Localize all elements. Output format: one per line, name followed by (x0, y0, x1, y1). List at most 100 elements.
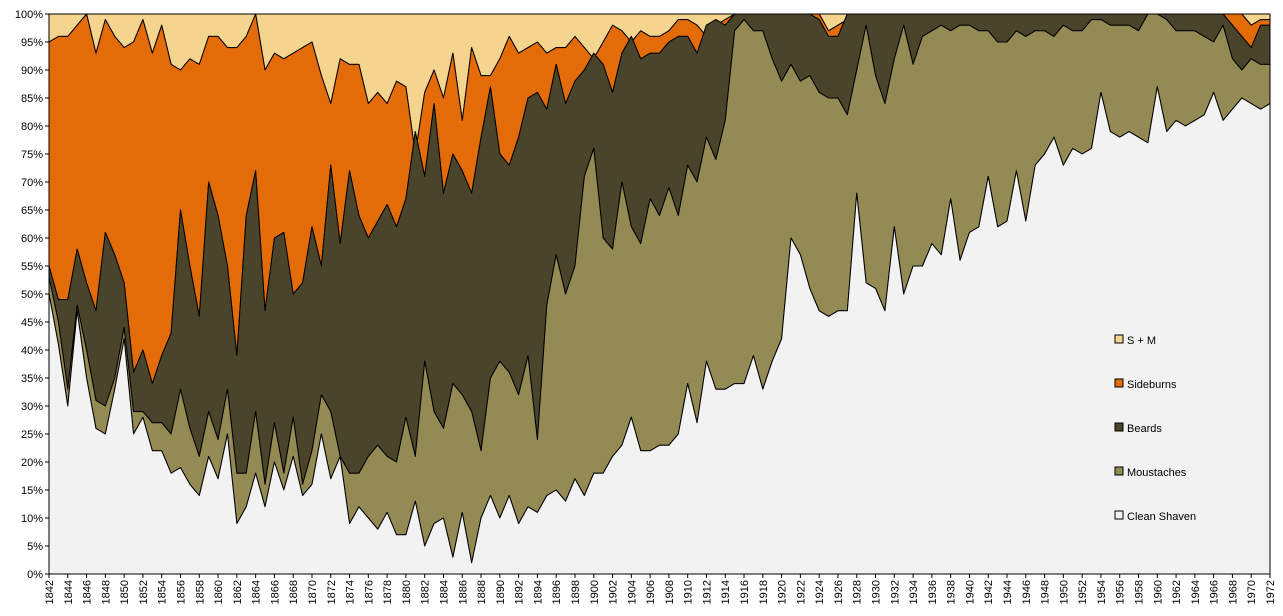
x-tick-label: 1862 (232, 580, 244, 604)
x-tick-label: 1924 (814, 580, 826, 604)
x-tick-label: 1942 (983, 580, 995, 604)
y-tick-label: 70% (21, 177, 43, 189)
x-tick-label: 1874 (345, 580, 357, 604)
legend-swatch-beards (1114, 422, 1124, 432)
legend-label-beards: Beards (1127, 423, 1162, 435)
x-tick-label: 1958 (1134, 580, 1146, 604)
x-tick-label: 1894 (532, 580, 544, 604)
x-tick-label: 1936 (927, 580, 939, 604)
legend-swatch-moustaches (1114, 466, 1124, 476)
y-tick-label: 25% (21, 429, 43, 441)
legend-label-sideburns: Sideburns (1127, 379, 1177, 391)
x-tick-label: 1972 (1265, 580, 1277, 604)
y-tick-label: 60% (21, 233, 43, 245)
y-tick-label: 95% (21, 37, 43, 49)
x-tick-label: 1952 (1077, 580, 1089, 604)
x-tick-label: 1932 (889, 580, 901, 604)
y-axis-ticks: 0% 5% 10% 15% 20% 25% 30% 35% 40% 45% 50% 55% 60% 65%… (15, 9, 49, 581)
x-tick-label: 1950 (1058, 580, 1070, 604)
x-axis-ticks: 1842 1844 1846 1848 1850 1852 1854 1856 1858 1860… (44, 574, 1277, 604)
x-tick-label: 1926 (833, 580, 845, 604)
y-tick-label: 0% (27, 569, 43, 581)
x-tick-label: 1880 (401, 580, 413, 604)
x-tick-label: 1884 (438, 580, 450, 604)
x-tick-label: 1854 (157, 580, 169, 604)
x-tick-label: 1878 (382, 580, 394, 604)
x-tick-label: 1900 (589, 580, 601, 604)
x-tick-label: 1858 (194, 580, 206, 604)
x-tick-label: 1908 (664, 580, 676, 604)
y-tick-label: 65% (21, 205, 43, 217)
legend-label-moustaches: Moustaches (1127, 467, 1187, 479)
x-tick-label: 1844 (63, 580, 75, 604)
x-tick-label: 1870 (307, 580, 319, 604)
x-tick-label: 1948 (1040, 580, 1052, 604)
x-tick-label: 1914 (720, 580, 732, 604)
y-tick-label: 20% (21, 457, 43, 469)
x-tick-label: 1912 (701, 580, 713, 604)
legend-swatch-s-plus-m (1114, 334, 1124, 344)
x-tick-label: 1920 (777, 580, 789, 604)
y-tick-label: 100% (15, 9, 43, 21)
x-tick-label: 1890 (495, 580, 507, 604)
x-tick-label: 1864 (251, 580, 263, 604)
x-tick-label: 1930 (871, 580, 883, 604)
x-tick-label: 1888 (476, 580, 488, 604)
x-tick-label: 1892 (514, 580, 526, 604)
x-tick-label: 1910 (683, 580, 695, 604)
x-tick-label: 1956 (1115, 580, 1127, 604)
x-tick-label: 1860 (213, 580, 225, 604)
x-tick-label: 1946 (1021, 580, 1033, 604)
legend: S + M Sideburns Beards Moustaches Clean Shav… (1114, 334, 1196, 523)
x-tick-label: 1846 (82, 580, 94, 604)
x-tick-label: 1868 (288, 580, 300, 604)
x-tick-label: 1842 (44, 580, 56, 604)
y-tick-label: 90% (21, 65, 43, 77)
x-tick-label: 1906 (645, 580, 657, 604)
x-tick-label: 1866 (269, 580, 281, 604)
x-tick-label: 1856 (175, 580, 187, 604)
x-tick-label: 1938 (946, 580, 958, 604)
x-tick-label: 1896 (551, 580, 563, 604)
y-tick-label: 10% (21, 513, 43, 525)
x-tick-label: 1852 (138, 580, 150, 604)
y-tick-label: 80% (21, 121, 43, 133)
y-tick-label: 50% (21, 289, 43, 301)
x-tick-label: 1872 (326, 580, 338, 604)
x-tick-label: 1940 (964, 580, 976, 604)
x-tick-label: 1902 (608, 580, 620, 604)
y-tick-label: 30% (21, 401, 43, 413)
x-tick-label: 1944 (1002, 580, 1014, 604)
y-tick-label: 15% (21, 485, 43, 497)
legend-swatch-clean-shaven (1114, 510, 1124, 520)
y-tick-label: 5% (27, 541, 43, 553)
x-tick-label: 1928 (852, 580, 864, 604)
x-tick-label: 1962 (1171, 580, 1183, 604)
x-tick-label: 1876 (363, 580, 375, 604)
x-tick-label: 1904 (626, 580, 638, 604)
y-tick-label: 40% (21, 345, 43, 357)
x-tick-label: 1966 (1209, 580, 1221, 604)
x-tick-label: 1850 (119, 580, 131, 604)
legend-label-s-plus-m: S + M (1127, 335, 1156, 347)
x-tick-label: 1918 (758, 580, 770, 604)
x-tick-label: 1916 (739, 580, 751, 604)
x-tick-label: 1882 (420, 580, 432, 604)
legend-label-clean-shaven: Clean Shaven (1127, 511, 1196, 523)
y-tick-label: 75% (21, 149, 43, 161)
y-tick-label: 85% (21, 93, 43, 105)
y-tick-label: 45% (21, 317, 43, 329)
x-tick-label: 1886 (457, 580, 469, 604)
y-tick-label: 35% (21, 373, 43, 385)
x-tick-label: 1964 (1190, 580, 1202, 604)
y-tick-label: 55% (21, 261, 43, 273)
x-tick-label: 1970 (1246, 580, 1258, 604)
x-tick-label: 1898 (570, 580, 582, 604)
x-tick-label: 1960 (1152, 580, 1164, 604)
legend-swatch-sideburns (1114, 378, 1124, 388)
x-tick-label: 1968 (1227, 580, 1239, 604)
x-tick-label: 1934 (908, 580, 920, 604)
x-tick-label: 1848 (100, 580, 112, 604)
